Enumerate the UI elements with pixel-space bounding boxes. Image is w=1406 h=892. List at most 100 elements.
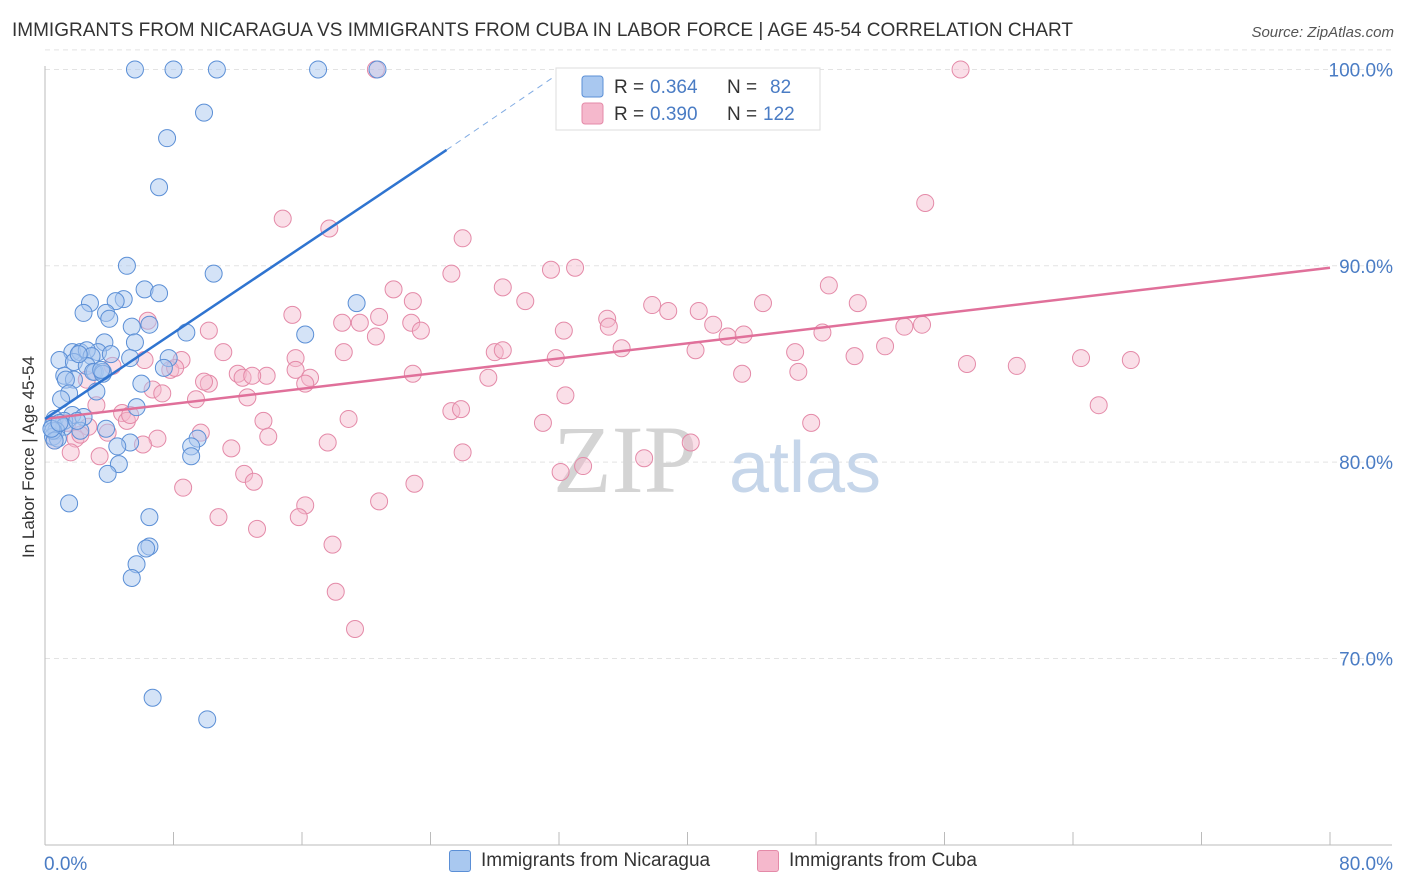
cuba-point <box>403 292 422 311</box>
cuba-point <box>405 474 424 493</box>
legend-swatch-cuba <box>581 102 604 125</box>
cuba-point <box>1072 349 1091 368</box>
nicaragua-point <box>140 315 159 334</box>
nicaragua-point <box>309 60 328 79</box>
cuba-point <box>174 478 193 497</box>
cuba-point <box>339 409 358 428</box>
nicaragua-point <box>125 60 144 79</box>
legend-label-nicaragua: Immigrants from Nicaragua <box>481 850 711 871</box>
nicaragua-point <box>296 325 315 344</box>
cuba-point <box>153 384 172 403</box>
nicaragua-point <box>177 323 196 342</box>
cuba-point <box>442 264 461 283</box>
nicaragua-point <box>182 447 201 466</box>
cuba-point <box>574 457 593 476</box>
cuba-point <box>411 321 430 340</box>
cuba-point <box>556 386 575 405</box>
nicaragua-point <box>164 60 183 79</box>
cuba-point <box>733 364 752 383</box>
cuba-point <box>1007 356 1026 375</box>
nicaragua-point <box>204 264 223 283</box>
cuba-point <box>254 411 273 430</box>
source-label: Source: ZipAtlas.com <box>1251 24 1394 41</box>
x-tick-label: 0.0% <box>44 854 87 875</box>
stats-legend: R = 0.364 N = 82 R = 0.390 N = 122 <box>555 67 821 131</box>
series-cuba <box>45 60 1140 639</box>
cuba-point <box>346 620 365 639</box>
nicaragua-point <box>198 710 217 729</box>
cuba-point <box>479 368 498 387</box>
nicaragua-point <box>368 60 387 79</box>
cuba-point <box>566 258 585 277</box>
x-tick-label: 80.0% <box>1339 854 1393 875</box>
nicaragua-point <box>98 464 117 483</box>
y-tick-label: 70.0% <box>1339 649 1393 670</box>
cuba-point <box>318 433 337 452</box>
axes <box>44 66 1392 846</box>
cuba-point <box>599 317 618 336</box>
cuba-point <box>453 229 472 248</box>
y-axis-label: In Labor Force | Age 45-54 <box>19 356 38 558</box>
series-nicaragua <box>42 60 387 729</box>
legend-r-value: 0.364 <box>650 77 698 98</box>
cuba-point <box>209 508 228 527</box>
cuba-point <box>541 260 560 279</box>
cuba-point <box>802 413 821 432</box>
cuba-point <box>951 60 970 79</box>
nicaragua-point <box>122 317 141 336</box>
nicaragua-point <box>97 419 116 438</box>
cuba-point <box>516 292 535 311</box>
cuba-point <box>753 294 772 313</box>
nicaragua-trend-extension <box>446 72 560 151</box>
nicaragua-point <box>150 178 169 197</box>
bottom-legend: Immigrants from Nicaragua Immigrants fro… <box>0 850 1406 880</box>
cuba-point <box>117 411 136 430</box>
nicaragua-point <box>106 292 125 311</box>
cuba-point <box>643 296 662 315</box>
cuba-point <box>286 360 305 379</box>
cuba-point <box>659 301 678 320</box>
cuba-point <box>635 449 654 468</box>
cuba-point <box>1121 351 1140 370</box>
cuba-point <box>452 400 471 419</box>
cuba-point <box>612 339 631 358</box>
tick-labels: 70.0% 80.0% 90.0% 100.0% 0.0% 80.0% <box>44 60 1393 875</box>
cuba-point <box>370 492 389 511</box>
y-tick-label: 90.0% <box>1339 257 1393 278</box>
nicaragua-point <box>117 256 136 275</box>
cuba-point <box>402 313 421 332</box>
legend-n-label: N = <box>727 104 757 125</box>
legend-n-value: 82 <box>770 77 791 98</box>
nicaragua-point <box>108 437 127 456</box>
cuba-point <box>366 327 385 346</box>
nicaragua-point <box>154 358 173 377</box>
y-tick-label: 80.0% <box>1339 453 1393 474</box>
cuba-point <box>493 278 512 297</box>
cuba-point <box>333 313 352 332</box>
cuba-point <box>334 343 353 362</box>
legend-n-value: 122 <box>763 104 795 125</box>
cuba-point <box>214 343 233 362</box>
legend-r-label: R = <box>614 77 644 98</box>
cuba-point <box>90 447 109 466</box>
nicaragua-point <box>74 303 93 322</box>
cuba-point <box>957 354 976 373</box>
grid-lines <box>45 49 1392 659</box>
cuba-point <box>326 582 345 601</box>
cuba-point <box>876 337 895 356</box>
cuba-point <box>895 317 914 336</box>
cuba-point <box>370 307 389 326</box>
nicaragua-point <box>137 539 156 558</box>
cuba-point <box>819 276 838 295</box>
nicaragua-point <box>143 688 162 707</box>
cuba-point <box>273 209 292 228</box>
cuba-point <box>845 347 864 366</box>
nicaragua-point <box>100 309 119 328</box>
cuba-point <box>554 321 573 340</box>
cuba-point <box>718 327 737 346</box>
legend-swatch-nicaragua <box>449 850 471 872</box>
nicaragua-point <box>140 508 159 527</box>
cuba-point <box>493 341 512 360</box>
cuba-point <box>533 413 552 432</box>
nicaragua-point <box>207 60 226 79</box>
